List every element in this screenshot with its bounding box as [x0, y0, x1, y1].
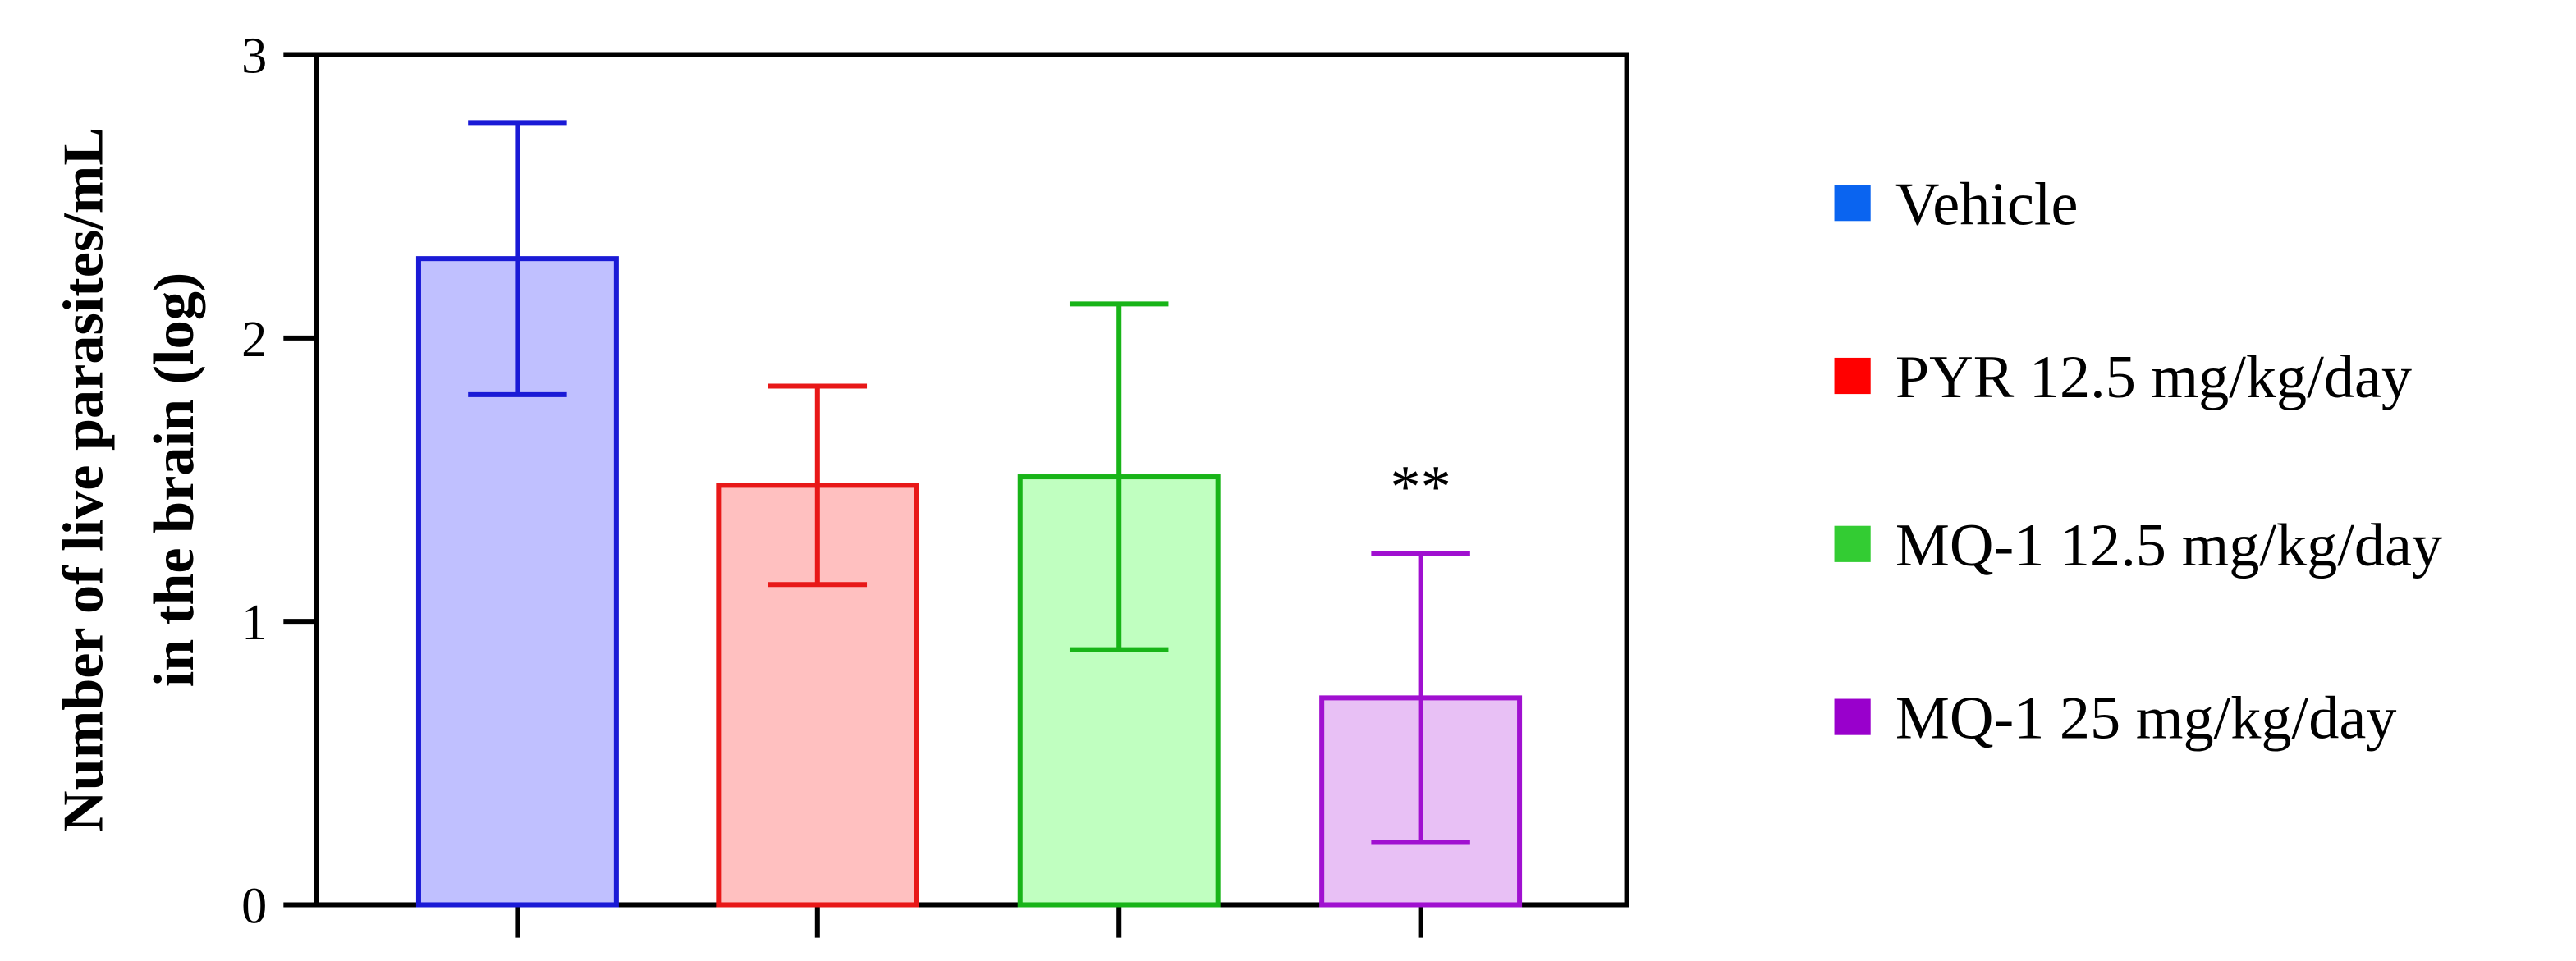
- legend-label: MQ-1 25 mg/kg/day: [1895, 685, 2397, 753]
- legend-swatch: [1834, 185, 1871, 222]
- legend-swatch: [1834, 698, 1871, 735]
- legend-label: PYR 12.5 mg/kg/day: [1895, 344, 2412, 411]
- legend-label: MQ-1 12.5 mg/kg/day: [1895, 512, 2442, 579]
- y-tick-label: 1: [241, 595, 267, 651]
- y-tick-label: 3: [241, 29, 267, 85]
- legend-swatch: [1834, 357, 1871, 395]
- y-axis-title: in the brain (log): [142, 272, 206, 687]
- y-tick-label: 2: [241, 312, 267, 368]
- annotation: **: [1390, 454, 1451, 521]
- plot-frame: [314, 52, 1629, 908]
- y-axis-title: Number of live parasites/mL: [51, 127, 115, 832]
- legend-label: Vehicle: [1895, 171, 2079, 238]
- legend-swatch: [1834, 525, 1871, 562]
- y-tick-label: 0: [241, 879, 267, 935]
